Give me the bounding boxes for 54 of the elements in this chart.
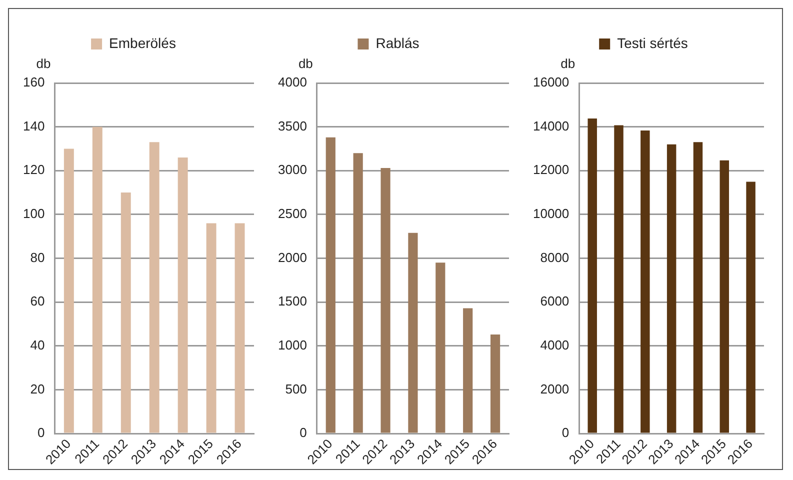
y-tick-label: 16000 [532, 74, 570, 90]
bar [640, 130, 650, 433]
bar [234, 223, 245, 433]
y-tick-label: 2500 [278, 206, 307, 222]
legend-label: Testi sértés [617, 34, 688, 51]
bar [693, 142, 703, 433]
y-tick-label: 2000 [278, 250, 307, 265]
bar [380, 168, 390, 433]
y-tick-label: 20 [30, 381, 45, 396]
bar [666, 144, 676, 433]
y-tick-label: 1500 [278, 294, 307, 309]
y-tick-label: 40 [30, 337, 45, 352]
bar [120, 192, 131, 433]
y-tick-label: 160 [22, 74, 45, 90]
bar [408, 232, 418, 433]
bar [588, 118, 597, 433]
y-axis-title: db [298, 56, 313, 72]
bar [720, 160, 730, 433]
bar [92, 126, 102, 433]
y-tick-label: 8000 [540, 250, 570, 265]
bar [178, 157, 188, 433]
y-tick-label: 3000 [278, 162, 307, 178]
y-tick-label: 1000 [278, 337, 307, 352]
y-tick-label: 100 [22, 206, 45, 222]
y-tick-label: 3500 [278, 118, 307, 134]
y-tick-label: 6000 [540, 294, 570, 309]
y-tick-label: 0 [300, 425, 307, 440]
y-tick-label: 120 [22, 162, 45, 178]
bar [436, 262, 446, 433]
bar [353, 153, 363, 433]
bar [326, 137, 336, 433]
y-tick-label: 10000 [532, 206, 570, 222]
y-tick-label: 140 [22, 118, 45, 134]
y-tick-label: 80 [30, 250, 45, 265]
bar [64, 148, 74, 433]
y-tick-label: 500 [285, 381, 307, 396]
bar [149, 142, 160, 433]
bar [746, 182, 756, 433]
legend-label: Emberölés [109, 34, 176, 51]
bar [206, 223, 216, 433]
y-axis-title: db [560, 56, 576, 72]
y-tick-label: 4000 [278, 74, 307, 90]
y-tick-label: 0 [37, 425, 45, 440]
bar [463, 308, 473, 433]
y-tick-label: 60 [30, 294, 45, 309]
legend-label: Rablás [376, 34, 420, 51]
y-axis-title: db [36, 56, 51, 72]
y-tick-label: 4000 [540, 337, 570, 352]
y-tick-label: 0 [562, 425, 570, 440]
y-tick-label: 14000 [532, 118, 570, 134]
bar [614, 125, 624, 433]
y-tick-label: 12000 [532, 162, 570, 178]
bar [490, 334, 500, 433]
y-tick-label: 2000 [540, 381, 570, 396]
